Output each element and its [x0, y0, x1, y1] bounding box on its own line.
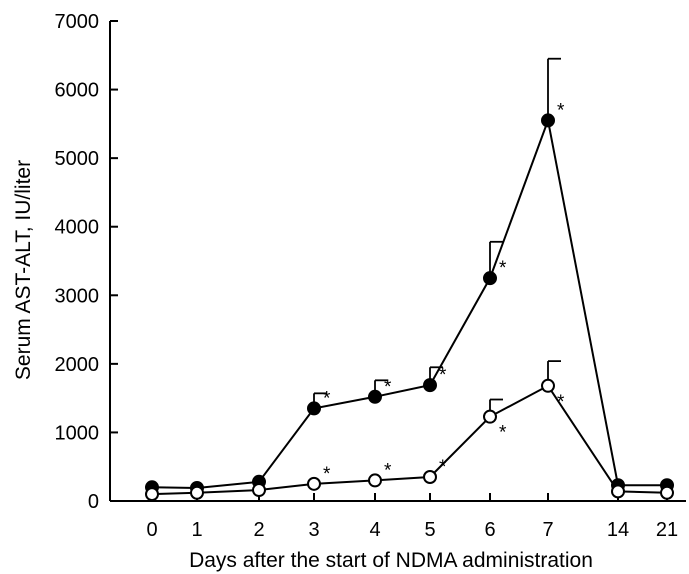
- x-tick-label: 5: [424, 519, 435, 541]
- data-point: [660, 485, 674, 500]
- significance-marker: *: [323, 464, 331, 485]
- y-tick-label: 6000: [55, 80, 100, 102]
- significance-marker: *: [499, 258, 507, 279]
- y-tick-label: 1000: [55, 422, 100, 444]
- significance-marker: *: [439, 457, 447, 478]
- x-tick-label: 4: [369, 519, 380, 541]
- y-tick-label: 0: [88, 491, 99, 513]
- data-point: [611, 484, 625, 499]
- x-tick-label: 7: [542, 519, 553, 541]
- x-tick-label: 2: [253, 519, 264, 541]
- x-tick-label: 6: [484, 519, 495, 541]
- y-tick-label: 5000: [55, 148, 100, 170]
- y-tick-label: 2000: [55, 354, 100, 376]
- data-point: [483, 271, 497, 286]
- series-line: [151, 116, 667, 489]
- data-point: [307, 476, 321, 491]
- y-tick-label: 3000: [55, 285, 100, 307]
- significance-marker: *: [384, 377, 392, 398]
- significance-marker: *: [499, 423, 507, 444]
- y-axis-label: Serum AST-ALT, IU/liter: [12, 160, 35, 380]
- significance-marker: *: [323, 388, 331, 409]
- data-point: [423, 378, 437, 393]
- data-point: [307, 401, 321, 416]
- series-layer: * * * * * * * * * *: [145, 57, 674, 502]
- x-tick-label: 14: [607, 519, 629, 541]
- data-point: [368, 473, 382, 488]
- data-point: [368, 389, 382, 404]
- x-tick-label: 1: [191, 519, 202, 541]
- significance-marker: *: [384, 460, 392, 481]
- x-axis-ticks: 0 1 2 3 4 5 6 7 14 21: [146, 493, 678, 541]
- y-axis-ticks: 0 1000 2000 3000 4000 5000 6000 7000: [55, 11, 118, 513]
- data-point: [145, 487, 159, 502]
- y-tick-label: 7000: [55, 11, 100, 33]
- data-point: [483, 409, 497, 424]
- x-tick-label: 0: [146, 519, 157, 541]
- significance-marker: *: [557, 392, 565, 413]
- data-point: [541, 378, 555, 393]
- significance-marker: *: [439, 365, 447, 386]
- data-point: [190, 485, 204, 500]
- x-tick-label: 3: [308, 519, 319, 541]
- x-tick-label: 21: [656, 519, 678, 541]
- x-axis-label: Days after the start of NDMA administrat…: [189, 549, 593, 572]
- data-point: [252, 483, 266, 498]
- y-tick-label: 4000: [55, 217, 100, 239]
- significance-marker: *: [557, 100, 565, 121]
- series-line: [151, 384, 668, 496]
- data-point: [541, 113, 555, 128]
- series-1: * * * * *: [145, 57, 674, 495]
- axes: [109, 21, 686, 502]
- series-2: * * * * *: [145, 360, 674, 502]
- data-point: [423, 470, 437, 484]
